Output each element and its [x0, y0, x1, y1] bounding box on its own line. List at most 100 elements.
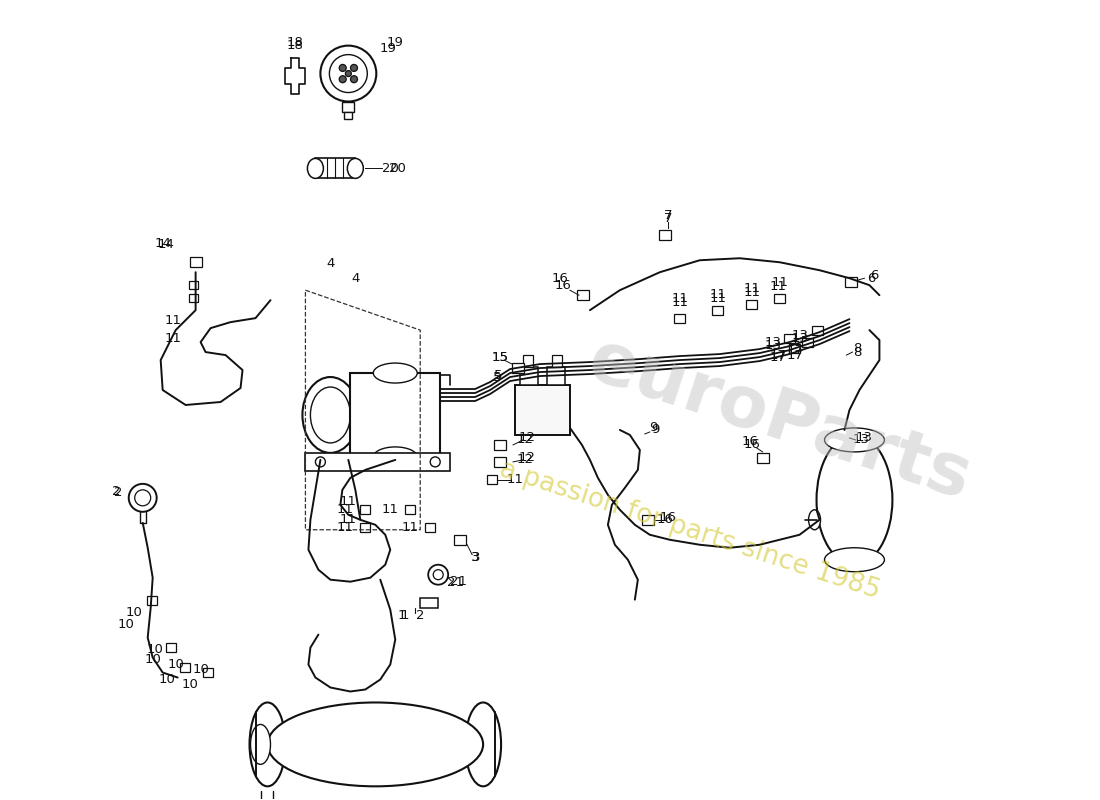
Text: 16: 16 [551, 272, 569, 285]
Text: 21: 21 [447, 576, 464, 589]
Text: 11: 11 [340, 514, 356, 526]
Bar [789, 343, 800, 353]
Bar [578, 290, 588, 300]
Circle shape [339, 65, 346, 71]
Text: 18: 18 [287, 36, 304, 49]
Circle shape [430, 457, 440, 467]
Text: 19: 19 [387, 36, 404, 49]
Bar [547, 367, 565, 385]
Bar [146, 596, 156, 605]
Text: 14: 14 [154, 237, 172, 250]
Text: 7: 7 [663, 212, 672, 225]
Text: 11: 11 [744, 286, 760, 298]
Bar [405, 506, 415, 514]
Circle shape [339, 76, 346, 82]
Bar [802, 338, 813, 346]
Bar [674, 314, 685, 322]
Bar [812, 326, 823, 334]
Text: 21: 21 [450, 575, 466, 588]
Ellipse shape [251, 725, 271, 764]
Bar [202, 668, 212, 677]
Bar [361, 506, 371, 514]
Bar [494, 440, 506, 450]
Circle shape [129, 484, 156, 512]
Bar [454, 534, 466, 545]
Text: 17: 17 [786, 349, 803, 362]
Text: 2: 2 [113, 486, 122, 499]
Ellipse shape [310, 387, 350, 443]
Bar [774, 294, 785, 302]
Text: 11: 11 [164, 314, 182, 326]
Text: 16: 16 [554, 278, 571, 292]
Text: 17: 17 [786, 343, 803, 357]
Text: a passion for parts since 1985: a passion for parts since 1985 [496, 456, 883, 604]
Text: 16: 16 [741, 435, 758, 449]
Circle shape [428, 565, 448, 585]
Text: 11: 11 [337, 503, 354, 516]
Text: 5: 5 [493, 370, 502, 383]
Bar [522, 355, 534, 367]
Text: 7: 7 [663, 209, 672, 222]
Bar [179, 663, 189, 672]
Text: 12: 12 [518, 431, 536, 445]
Ellipse shape [267, 702, 483, 786]
Text: 16: 16 [657, 514, 673, 526]
Bar [344, 111, 352, 119]
Text: 4: 4 [327, 257, 334, 270]
Text: 13: 13 [852, 434, 870, 446]
Bar [426, 523, 436, 532]
Ellipse shape [348, 158, 363, 178]
Text: 14: 14 [157, 238, 174, 250]
Text: 3: 3 [471, 551, 480, 564]
Text: 19: 19 [379, 42, 397, 55]
Text: 12: 12 [518, 451, 536, 464]
Bar [420, 598, 438, 608]
Text: 11: 11 [771, 276, 788, 289]
Bar [746, 300, 757, 309]
Text: 20: 20 [382, 162, 398, 175]
Text: 11: 11 [340, 495, 356, 508]
Text: 10: 10 [192, 663, 209, 676]
Circle shape [316, 457, 326, 467]
Text: 15: 15 [492, 350, 508, 363]
Text: 20: 20 [388, 162, 406, 175]
Text: 16: 16 [659, 511, 676, 524]
Ellipse shape [307, 158, 323, 178]
Bar [166, 643, 176, 652]
Bar [342, 102, 354, 111]
Text: 11: 11 [744, 282, 760, 294]
Bar [513, 363, 524, 373]
Text: 17: 17 [769, 350, 786, 363]
Text: 4: 4 [351, 272, 360, 285]
Bar [837, 434, 848, 442]
Ellipse shape [250, 702, 286, 786]
Text: 13: 13 [791, 332, 808, 345]
Text: 13: 13 [764, 336, 781, 349]
Bar [189, 282, 198, 289]
Bar [487, 475, 497, 484]
Bar [494, 457, 506, 467]
Text: 6: 6 [867, 272, 876, 285]
Text: 11: 11 [164, 332, 182, 345]
Text: 11: 11 [402, 522, 419, 534]
Bar [712, 306, 723, 314]
Bar [641, 515, 653, 525]
Text: 13: 13 [856, 431, 873, 445]
Ellipse shape [825, 428, 884, 452]
Text: 11: 11 [337, 522, 354, 534]
Text: 2: 2 [416, 609, 425, 622]
Text: 3: 3 [472, 551, 481, 564]
Ellipse shape [302, 377, 359, 453]
Text: 11: 11 [507, 474, 524, 486]
Text: 13: 13 [791, 329, 808, 342]
Ellipse shape [373, 363, 417, 383]
Text: 10: 10 [146, 643, 163, 656]
Text: 11: 11 [671, 292, 689, 305]
Text: 12: 12 [517, 434, 534, 446]
Text: 16: 16 [744, 438, 760, 451]
Text: 15: 15 [492, 350, 508, 363]
Circle shape [433, 570, 443, 580]
Bar [520, 367, 538, 385]
Text: 17: 17 [769, 349, 786, 362]
Bar [757, 453, 769, 463]
